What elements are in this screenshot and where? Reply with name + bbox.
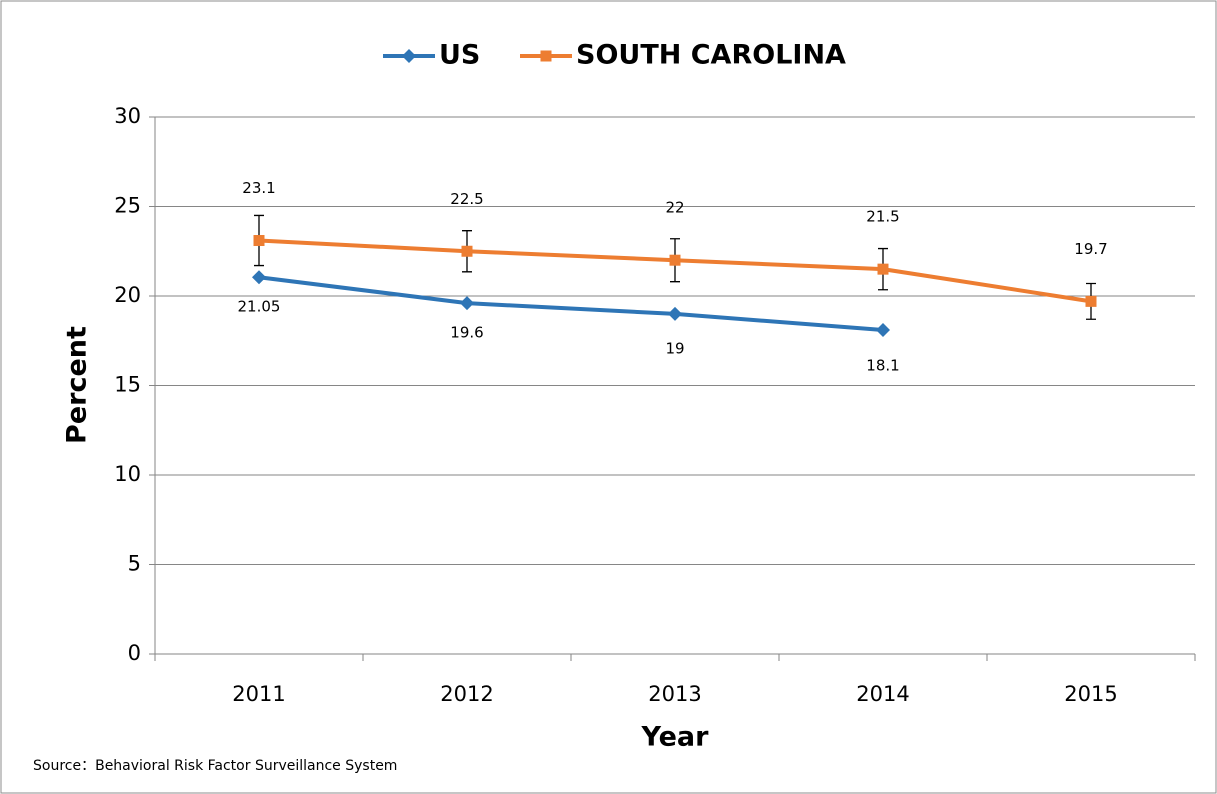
data-label: 23.1 (242, 179, 275, 197)
point (877, 263, 889, 275)
data-label: 22.5 (450, 190, 483, 208)
data-label: 19.7 (1074, 240, 1107, 258)
data-label: 22 (665, 199, 684, 217)
y-tick-label: 15 (114, 373, 141, 397)
point (461, 245, 473, 257)
point (668, 306, 682, 321)
point (1085, 295, 1097, 307)
legend-label: SOUTH CAROLINA (576, 40, 846, 71)
series-line (258, 275, 884, 333)
legend-label: US (439, 40, 480, 71)
data-label: 18.1 (866, 357, 899, 375)
x-axis-title: Year (641, 722, 710, 753)
y-tick-label: 5 (128, 552, 141, 576)
x-tick-label: 2012 (440, 682, 493, 706)
point (540, 50, 552, 62)
x-tick-label: 2013 (648, 682, 701, 706)
data-label: 19.6 (450, 324, 483, 342)
y-tick-label: 20 (114, 283, 141, 307)
point (669, 254, 681, 266)
point (402, 49, 416, 63)
x-tick-label: 2015 (1064, 682, 1117, 706)
data-label: 21.5 (866, 208, 899, 226)
x-tick-label: 2011 (232, 682, 285, 706)
source-note: Source：Behavioral Risk Factor Surveillan… (33, 758, 397, 774)
y-axis-title: Percent (62, 326, 93, 444)
point (876, 323, 890, 338)
y-tick-label: 25 (114, 194, 141, 218)
point (253, 235, 265, 247)
data-label: 19 (665, 339, 684, 357)
data-label: 21.05 (238, 298, 281, 316)
point (252, 270, 266, 285)
x-tick-label: 2014 (856, 682, 909, 706)
y-tick-label: 30 (114, 104, 141, 128)
y-tick-label: 10 (114, 462, 141, 486)
point (460, 296, 474, 311)
y-tick-label: 0 (128, 641, 141, 665)
